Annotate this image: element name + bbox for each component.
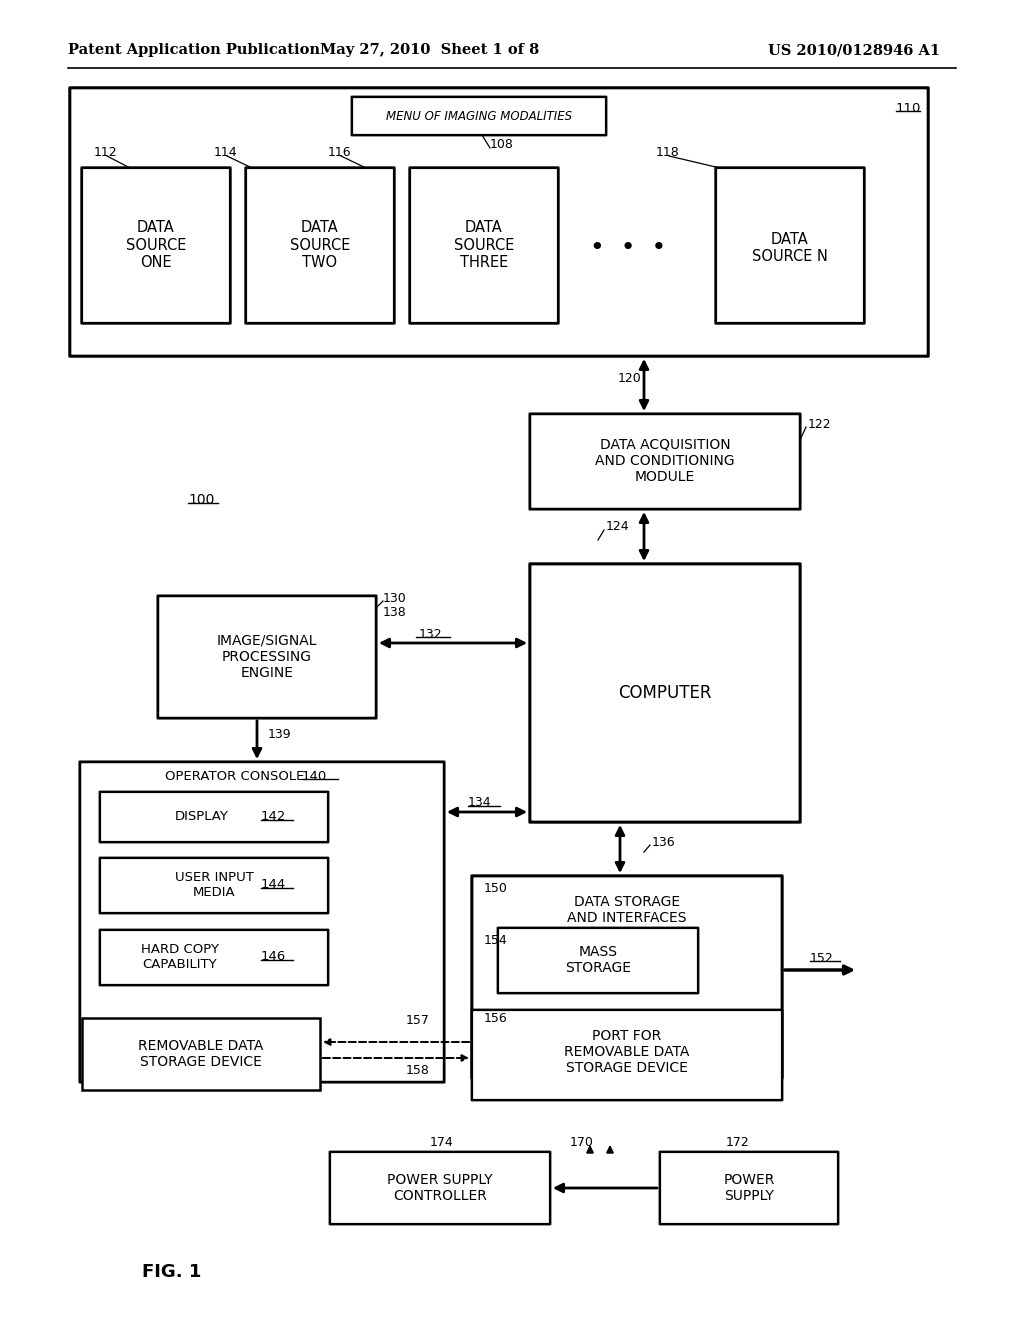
FancyBboxPatch shape: [529, 564, 800, 822]
Text: 154: 154: [484, 933, 508, 946]
Text: 172: 172: [726, 1135, 750, 1148]
Text: 110: 110: [896, 102, 922, 115]
FancyBboxPatch shape: [498, 928, 698, 993]
Text: 134: 134: [468, 796, 492, 809]
Text: 150: 150: [484, 882, 508, 895]
Text: 114: 114: [214, 147, 238, 160]
Text: PORT FOR
REMOVABLE DATA
STORAGE DEVICE: PORT FOR REMOVABLE DATA STORAGE DEVICE: [564, 1028, 690, 1076]
Text: OPERATOR CONSOLE: OPERATOR CONSOLE: [165, 770, 304, 783]
Text: 174: 174: [430, 1135, 454, 1148]
Text: •  •  •: • • •: [590, 236, 667, 260]
Text: 118: 118: [656, 147, 680, 160]
Text: 158: 158: [406, 1064, 430, 1077]
Text: US 2010/0128946 A1: US 2010/0128946 A1: [768, 44, 940, 57]
FancyBboxPatch shape: [352, 96, 606, 135]
Text: 139: 139: [268, 729, 292, 742]
Text: 146: 146: [261, 950, 287, 964]
FancyBboxPatch shape: [100, 858, 328, 913]
Text: USER INPUT
MEDIA: USER INPUT MEDIA: [174, 871, 253, 899]
Text: 116: 116: [328, 147, 351, 160]
Text: 130: 130: [383, 591, 407, 605]
FancyBboxPatch shape: [158, 595, 376, 718]
FancyBboxPatch shape: [100, 929, 328, 985]
FancyBboxPatch shape: [410, 168, 558, 323]
FancyBboxPatch shape: [330, 1152, 550, 1224]
Text: 100: 100: [188, 492, 214, 507]
Text: DISPLAY: DISPLAY: [175, 810, 229, 824]
Text: POWER
SUPPLY: POWER SUPPLY: [723, 1173, 775, 1203]
FancyBboxPatch shape: [659, 1152, 839, 1224]
FancyBboxPatch shape: [472, 1010, 782, 1100]
FancyBboxPatch shape: [472, 876, 782, 1078]
Text: IMAGE/SIGNAL
PROCESSING
ENGINE: IMAGE/SIGNAL PROCESSING ENGINE: [217, 634, 317, 680]
FancyBboxPatch shape: [716, 168, 864, 323]
FancyBboxPatch shape: [80, 762, 444, 1082]
Text: REMOVABLE DATA
STORAGE DEVICE: REMOVABLE DATA STORAGE DEVICE: [138, 1039, 264, 1069]
FancyBboxPatch shape: [246, 168, 394, 323]
FancyBboxPatch shape: [82, 168, 230, 323]
Text: MENU OF IMAGING MODALITIES: MENU OF IMAGING MODALITIES: [386, 110, 572, 123]
Text: HARD COPY
CAPABILITY: HARD COPY CAPABILITY: [141, 942, 219, 972]
Text: 156: 156: [484, 1012, 508, 1026]
Text: 136: 136: [652, 836, 676, 849]
Text: 144: 144: [261, 879, 287, 891]
Text: 124: 124: [606, 520, 630, 533]
Text: DATA ACQUISITION
AND CONDITIONING
MODULE: DATA ACQUISITION AND CONDITIONING MODULE: [595, 438, 735, 484]
Text: Patent Application Publication: Patent Application Publication: [68, 44, 319, 57]
Text: DATA
SOURCE
ONE: DATA SOURCE ONE: [126, 220, 186, 269]
Text: 152: 152: [810, 952, 834, 965]
Text: DATA
SOURCE N: DATA SOURCE N: [752, 232, 828, 264]
Text: 157: 157: [406, 1014, 430, 1027]
Text: 140: 140: [302, 770, 328, 783]
Text: May 27, 2010  Sheet 1 of 8: May 27, 2010 Sheet 1 of 8: [321, 44, 540, 57]
FancyBboxPatch shape: [70, 88, 928, 356]
FancyBboxPatch shape: [529, 414, 800, 510]
Text: 120: 120: [618, 371, 642, 384]
Text: DATA
SOURCE
THREE: DATA SOURCE THREE: [454, 220, 514, 269]
Text: DATA
SOURCE
TWO: DATA SOURCE TWO: [290, 220, 350, 269]
Text: 138: 138: [383, 606, 407, 619]
Text: 112: 112: [94, 147, 118, 160]
Text: MASS
STORAGE: MASS STORAGE: [565, 945, 631, 975]
Text: COMPUTER: COMPUTER: [618, 684, 712, 702]
Text: 108: 108: [490, 139, 514, 152]
Text: 142: 142: [261, 810, 287, 824]
Text: 132: 132: [418, 627, 441, 640]
Text: FIG. 1: FIG. 1: [142, 1263, 202, 1280]
Text: 122: 122: [808, 417, 831, 430]
Text: 170: 170: [570, 1135, 594, 1148]
Text: POWER SUPPLY
CONTROLLER: POWER SUPPLY CONTROLLER: [387, 1173, 493, 1203]
FancyBboxPatch shape: [100, 792, 328, 842]
Text: DATA STORAGE
AND INTERFACES: DATA STORAGE AND INTERFACES: [567, 895, 687, 925]
Bar: [82, 1018, 319, 1090]
